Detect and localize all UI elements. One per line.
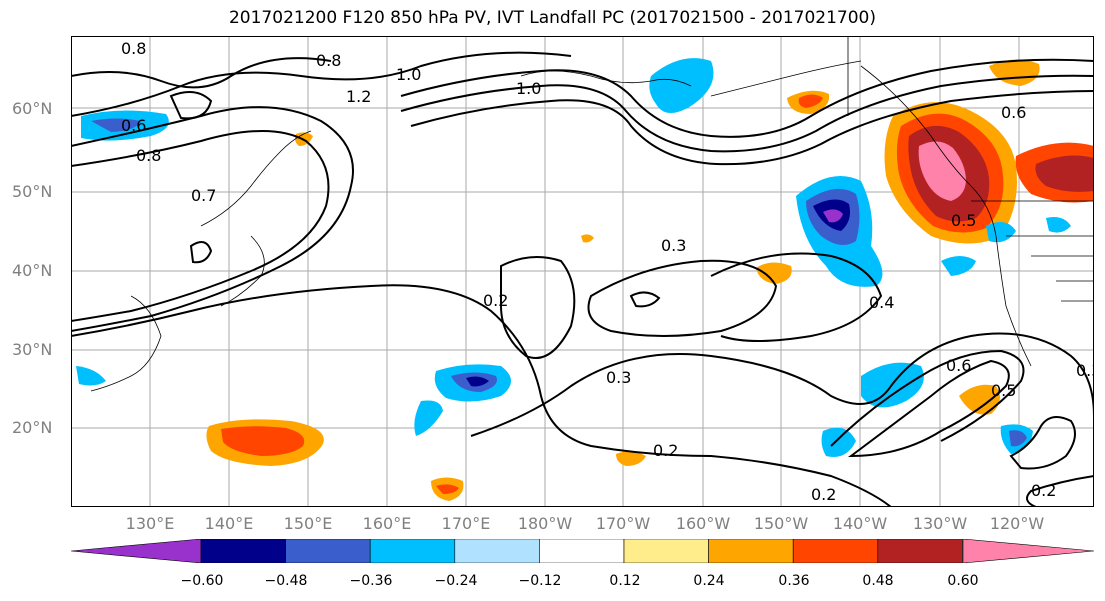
colorbar-cell bbox=[454, 539, 540, 563]
contour-label: 0.8 bbox=[121, 39, 146, 58]
contour-label: 0.7 bbox=[191, 186, 216, 205]
colorbar-tick: 0.12 bbox=[609, 573, 641, 589]
contour-label: 0.5 bbox=[951, 211, 976, 230]
lon-label: 160°E bbox=[362, 514, 412, 533]
colorbar-cell bbox=[369, 539, 456, 563]
lon-label: 120°W bbox=[989, 514, 1045, 533]
map-panel: 0.8 0.8 1.0 1.2 1.0 0.6 0.8 0.7 0.3 0.2 … bbox=[71, 36, 1094, 507]
colorbar-tick: 0.60 bbox=[947, 573, 979, 589]
contour-label: 1.2 bbox=[346, 87, 371, 106]
colorbar-tick: 0.24 bbox=[693, 573, 725, 589]
colorbar bbox=[71, 539, 1094, 563]
lat-label-50n: 50°N bbox=[12, 182, 53, 201]
contour-label: 1.0 bbox=[396, 65, 421, 84]
lon-label: 170°E bbox=[441, 514, 491, 533]
colorbar-cell bbox=[708, 539, 794, 563]
colorbar-cell bbox=[200, 539, 286, 563]
contour-label: 0.2 bbox=[1031, 481, 1056, 500]
map-title: 2017021200 F120 850 hPa PV, IVT Landfall… bbox=[228, 8, 876, 28]
contour-label: 0.2 bbox=[811, 485, 836, 504]
lat-label-30n: 30°N bbox=[12, 340, 53, 359]
colorbar-cell bbox=[962, 539, 1094, 563]
contour-label: 0.4 bbox=[869, 293, 894, 312]
lat-label-60n: 60°N bbox=[12, 99, 53, 118]
colorbar-tick: 0.48 bbox=[862, 573, 894, 589]
contour-label: 0.6 bbox=[1001, 103, 1026, 122]
map-frame bbox=[71, 36, 1094, 507]
lon-label: 140°W bbox=[832, 514, 888, 533]
pc-shading bbox=[76, 58, 1094, 501]
lon-label: 140°E bbox=[204, 514, 254, 533]
contour-label: 0.5 bbox=[991, 381, 1016, 400]
contour-label: 0.3 bbox=[1076, 361, 1094, 380]
lat-label-40n: 40°N bbox=[12, 261, 53, 280]
colorbar-cell bbox=[623, 539, 709, 563]
contour-label: 0.2 bbox=[653, 441, 678, 460]
lon-label: 160°W bbox=[675, 514, 731, 533]
contour-label: 0.6 bbox=[121, 116, 146, 135]
colorbar-tick: −0.60 bbox=[180, 573, 224, 589]
lon-label: 180°W bbox=[517, 514, 573, 533]
contour-label: 0.3 bbox=[661, 236, 686, 255]
colorbar-tick: −0.12 bbox=[518, 573, 562, 589]
colorbar-cell bbox=[877, 539, 963, 563]
contour-label: 0.2 bbox=[483, 291, 508, 310]
colorbar-cell bbox=[539, 539, 625, 563]
contour-label-group: 0.8 0.8 1.0 1.2 1.0 0.6 0.8 0.7 0.3 0.2 … bbox=[121, 39, 1094, 504]
pv-contours bbox=[71, 51, 1094, 507]
colorbar-tick: −0.48 bbox=[264, 573, 308, 589]
colorbar-tick: 0.36 bbox=[778, 573, 810, 589]
contour-label: 1.0 bbox=[516, 79, 541, 98]
lat-label-20n: 20°N bbox=[12, 418, 53, 437]
lon-label: 130°E bbox=[125, 514, 175, 533]
contour-label: 0.3 bbox=[606, 368, 631, 387]
lon-label: 170°W bbox=[595, 514, 651, 533]
colorbar-cell bbox=[792, 539, 879, 563]
colorbar-tick: −0.36 bbox=[349, 573, 393, 589]
colorbar-tick: −0.24 bbox=[434, 573, 478, 589]
coastlines bbox=[90, 36, 1094, 392]
colorbar-cell bbox=[285, 539, 371, 563]
lon-label: 150°E bbox=[283, 514, 333, 533]
contour-label: 0.8 bbox=[136, 146, 161, 165]
lon-label: 130°W bbox=[912, 514, 968, 533]
contour-label: 0.6 bbox=[946, 356, 971, 375]
lon-label: 150°W bbox=[753, 514, 809, 533]
contour-label: 0.8 bbox=[316, 51, 341, 70]
colorbar-cell bbox=[71, 539, 202, 563]
